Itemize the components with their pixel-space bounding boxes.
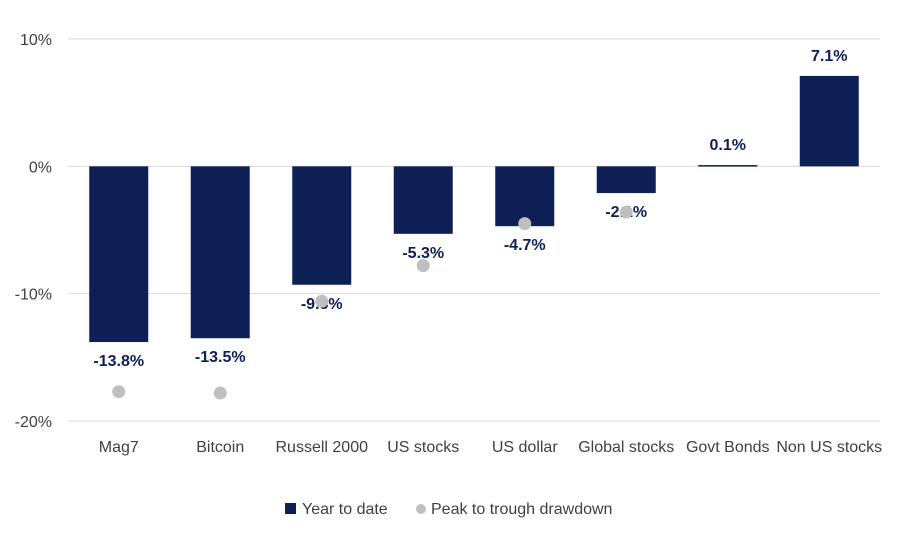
legend-label-peak-to-trough: Peak to trough drawdown — [431, 501, 612, 518]
drawdown-point — [213, 386, 227, 400]
bar — [495, 166, 555, 227]
bar — [89, 166, 149, 343]
y-tick-label: 10% — [20, 32, 52, 49]
category-label: Mag7 — [99, 439, 139, 456]
drawdown-point — [518, 217, 532, 231]
drawdown-point — [416, 259, 430, 273]
category-label: Bitcoin — [196, 439, 244, 456]
legend: Year to date Peak to trough drawdown — [285, 501, 612, 518]
drawdown-point — [112, 385, 126, 399]
data-label: -5.3% — [402, 245, 444, 262]
category-label: Russell 2000 — [276, 439, 369, 456]
category-label: Govt Bonds — [686, 439, 770, 456]
y-tick-label: -10% — [15, 287, 52, 304]
y-tick-label: -20% — [15, 414, 52, 431]
drawdown-points — [112, 205, 633, 400]
y-axis-tick-labels: 10% 0% -10% -20% — [15, 32, 52, 431]
data-label: -13.5% — [195, 349, 246, 366]
category-label: Non US stocks — [776, 439, 882, 456]
category-label: Global stocks — [578, 439, 674, 456]
data-labels: -13.8%-13.5%-9.3%-5.3%-4.7%-2.1%0.1%7.1% — [93, 48, 847, 370]
bar — [698, 165, 758, 167]
drawdown-point — [619, 205, 633, 219]
drawdown-point — [315, 294, 329, 308]
bar — [596, 166, 656, 194]
gridlines — [68, 38, 880, 422]
bars — [89, 75, 859, 343]
legend-label-year-to-date: Year to date — [302, 501, 388, 518]
legend-swatch-year-to-date — [285, 503, 296, 514]
y-tick-label: 0% — [29, 159, 52, 176]
x-axis-category-labels: Mag7 Bitcoin Russell 2000 US stocks US dolla… — [99, 439, 882, 456]
data-label: 0.1% — [710, 137, 746, 154]
bar — [190, 166, 250, 339]
category-label: US dollar — [492, 439, 558, 456]
category-label: US stocks — [387, 439, 459, 456]
data-label: -13.8% — [93, 353, 144, 370]
bar — [292, 166, 352, 285]
bar — [799, 75, 859, 167]
data-label: 7.1% — [811, 48, 847, 65]
data-label: -4.7% — [504, 237, 546, 254]
bar — [393, 166, 453, 234]
legend-marker-peak-to-trough — [416, 504, 426, 514]
